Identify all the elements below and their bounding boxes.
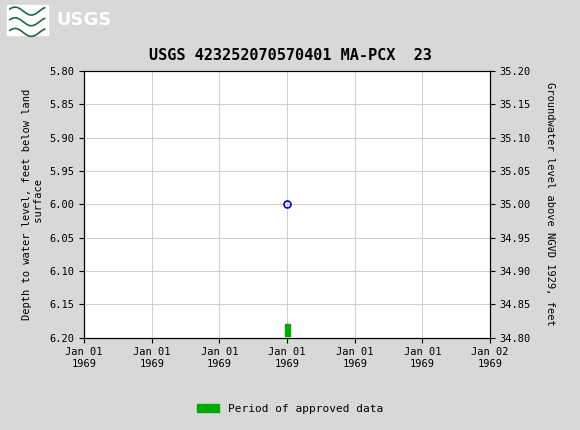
Bar [285, 324, 289, 336]
Text: USGS: USGS [56, 11, 111, 29]
FancyBboxPatch shape [7, 5, 48, 35]
Y-axis label: Depth to water level, feet below land
 surface: Depth to water level, feet below land su… [22, 89, 44, 320]
Text: USGS 423252070570401 MA-PCX  23: USGS 423252070570401 MA-PCX 23 [148, 48, 432, 62]
Legend: Period of approved data: Period of approved data [193, 399, 387, 418]
Y-axis label: Groundwater level above NGVD 1929, feet: Groundwater level above NGVD 1929, feet [545, 83, 555, 326]
